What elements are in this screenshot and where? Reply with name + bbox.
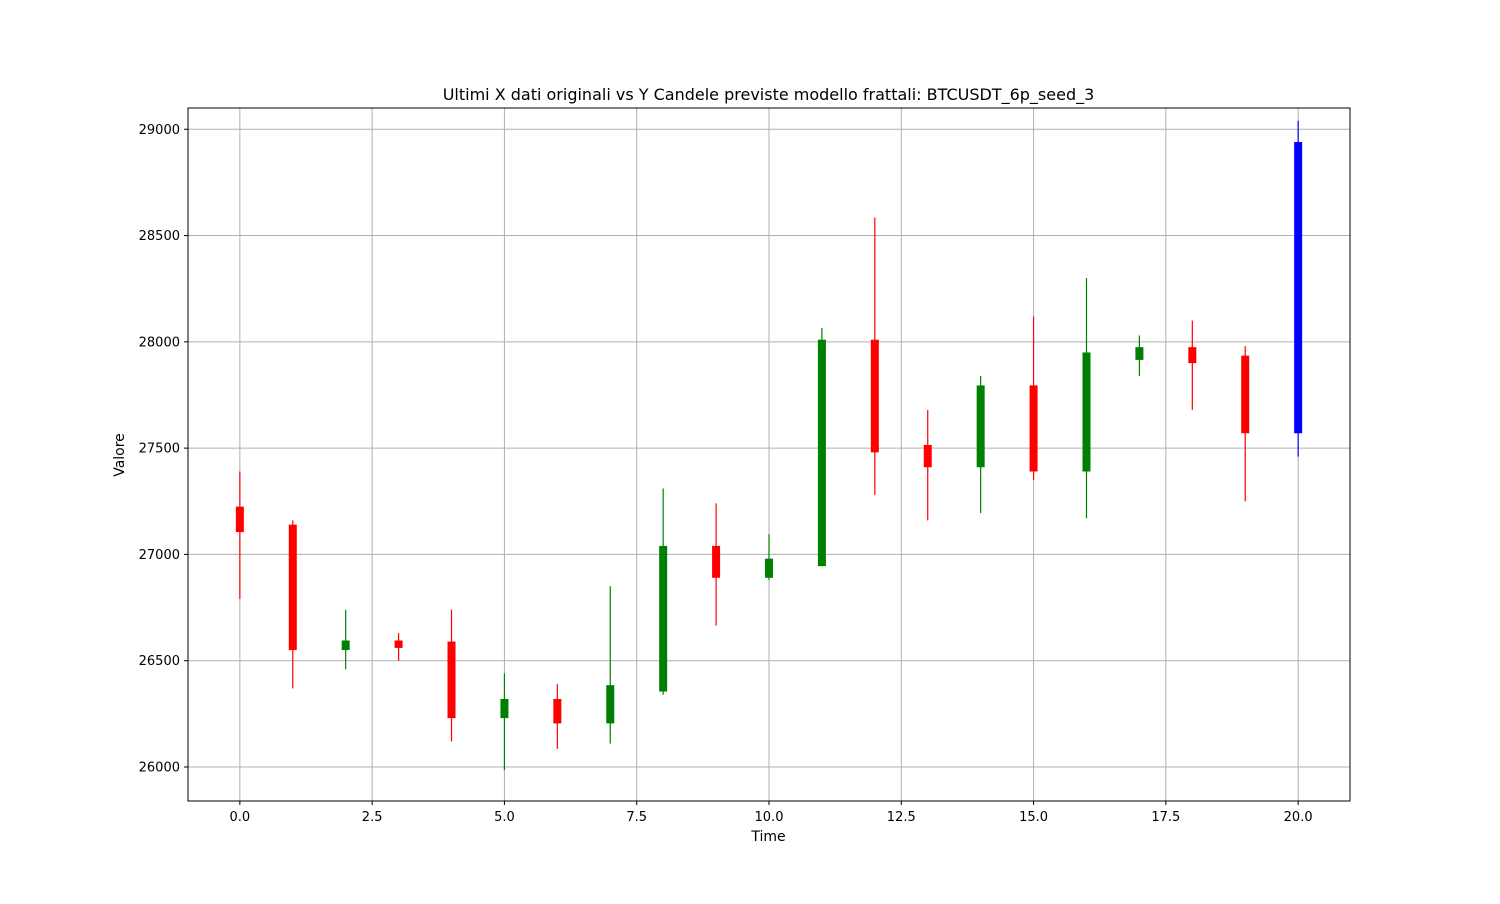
candle [500, 673, 509, 771]
candle-body [1241, 355, 1250, 434]
candle-body [659, 545, 668, 692]
candle [765, 534, 773, 580]
x-tick-label: 10.0 [755, 810, 784, 825]
candle [1188, 320, 1197, 410]
candle-body [1029, 385, 1038, 472]
candle [1294, 120, 1303, 457]
candle-body [394, 640, 403, 648]
candle-body [606, 685, 615, 724]
y-axis-label: Valore [112, 433, 128, 477]
x-tick-label: 7.5 [626, 810, 647, 825]
candle [923, 409, 932, 521]
candle [712, 503, 721, 626]
x-tick-label: 20.0 [1284, 810, 1313, 825]
candle-body [235, 506, 244, 533]
y-tick-label: 27500 [139, 442, 180, 457]
candle-body [712, 545, 721, 578]
candle-body [553, 698, 562, 724]
x-tick-label: 5.0 [494, 810, 515, 825]
candle [288, 520, 297, 689]
candle [976, 375, 985, 513]
y-tick-label: 29000 [139, 123, 180, 138]
candle-body [976, 385, 985, 468]
x-tick-label: 15.0 [1019, 810, 1048, 825]
candle-body [500, 698, 509, 719]
grid [188, 108, 1350, 801]
candle [870, 217, 879, 495]
candle-body [1188, 347, 1197, 364]
y-tick-label: 28500 [139, 229, 180, 244]
x-tick-label: 12.5 [887, 810, 916, 825]
candle [553, 684, 562, 749]
x-axis-label: Time [750, 829, 785, 845]
candle-body [1135, 347, 1144, 360]
candle [1241, 346, 1250, 502]
candle-body [1294, 142, 1303, 434]
candle [1082, 278, 1091, 519]
candle [606, 586, 615, 744]
candle-body [923, 444, 932, 468]
candle [1029, 316, 1038, 481]
y-tick-label: 27000 [139, 548, 180, 563]
candle-body [1082, 352, 1091, 472]
axis-ticks: 0.0 2.5 5.0 7.5 10.0 12.5 15.0 17.5 20.0 26000 265… [139, 123, 1313, 825]
candle-body [817, 339, 826, 567]
candle [659, 488, 668, 695]
y-tick-label: 26000 [139, 760, 180, 775]
candle [817, 328, 826, 567]
x-tick-label: 2.5 [362, 810, 383, 825]
candle-body [288, 524, 297, 651]
candle [394, 633, 403, 661]
candle-body [765, 558, 773, 578]
y-tick-label: 26500 [139, 654, 180, 669]
x-tick-label: 0.0 [230, 810, 251, 825]
candle-body [341, 640, 350, 651]
candle [447, 609, 456, 742]
x-tick-label: 17.5 [1151, 810, 1180, 825]
y-tick-label: 28000 [139, 335, 180, 350]
candle [1135, 335, 1144, 376]
candle-body [447, 641, 456, 719]
candle [235, 471, 244, 600]
candles [235, 120, 1303, 771]
candle [341, 609, 350, 670]
chart-title: Ultimi X dati originali vs Y Candele pre… [443, 85, 1095, 105]
candle-body [870, 339, 879, 453]
